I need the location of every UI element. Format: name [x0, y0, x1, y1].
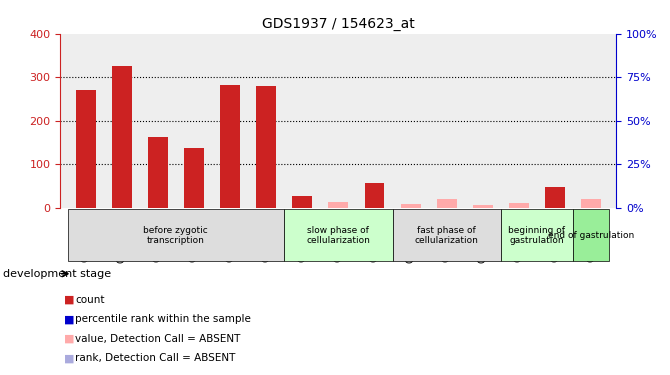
Text: percentile rank within the sample: percentile rank within the sample	[75, 315, 251, 324]
Bar	[437, 200, 457, 208]
Text: beginning of
gastrulation: beginning of gastrulation	[509, 226, 565, 245]
Bar	[68, 209, 284, 261]
Bar	[76, 90, 96, 208]
Bar	[292, 196, 312, 208]
Text: slow phase of
cellularization: slow phase of cellularization	[306, 226, 371, 245]
Text: development stage: development stage	[3, 269, 111, 279]
Text: ■: ■	[64, 354, 74, 363]
Bar	[393, 209, 501, 261]
Text: before zygotic
transcription: before zygotic transcription	[143, 226, 208, 245]
Bar	[184, 148, 204, 208]
Bar	[220, 85, 240, 208]
Bar	[509, 203, 529, 208]
Text: count: count	[75, 295, 105, 305]
Text: end of gastrulation: end of gastrulation	[548, 231, 634, 240]
Text: ■: ■	[64, 334, 74, 344]
Text: value, Detection Call = ABSENT: value, Detection Call = ABSENT	[75, 334, 241, 344]
Bar	[501, 209, 573, 261]
Bar	[284, 209, 393, 261]
Bar	[364, 183, 385, 208]
Bar	[112, 66, 131, 208]
Text: fast phase of
cellularization: fast phase of cellularization	[415, 226, 478, 245]
Text: rank, Detection Call = ABSENT: rank, Detection Call = ABSENT	[75, 354, 235, 363]
Text: ■: ■	[64, 315, 74, 324]
Text: ■: ■	[64, 295, 74, 305]
Bar	[148, 137, 168, 208]
Bar	[473, 204, 492, 208]
Bar	[328, 202, 348, 208]
Bar	[573, 209, 609, 261]
Bar	[256, 86, 276, 208]
Bar	[401, 204, 421, 208]
Bar	[581, 200, 601, 208]
Title: GDS1937 / 154623_at: GDS1937 / 154623_at	[262, 17, 415, 32]
Bar	[545, 187, 565, 208]
